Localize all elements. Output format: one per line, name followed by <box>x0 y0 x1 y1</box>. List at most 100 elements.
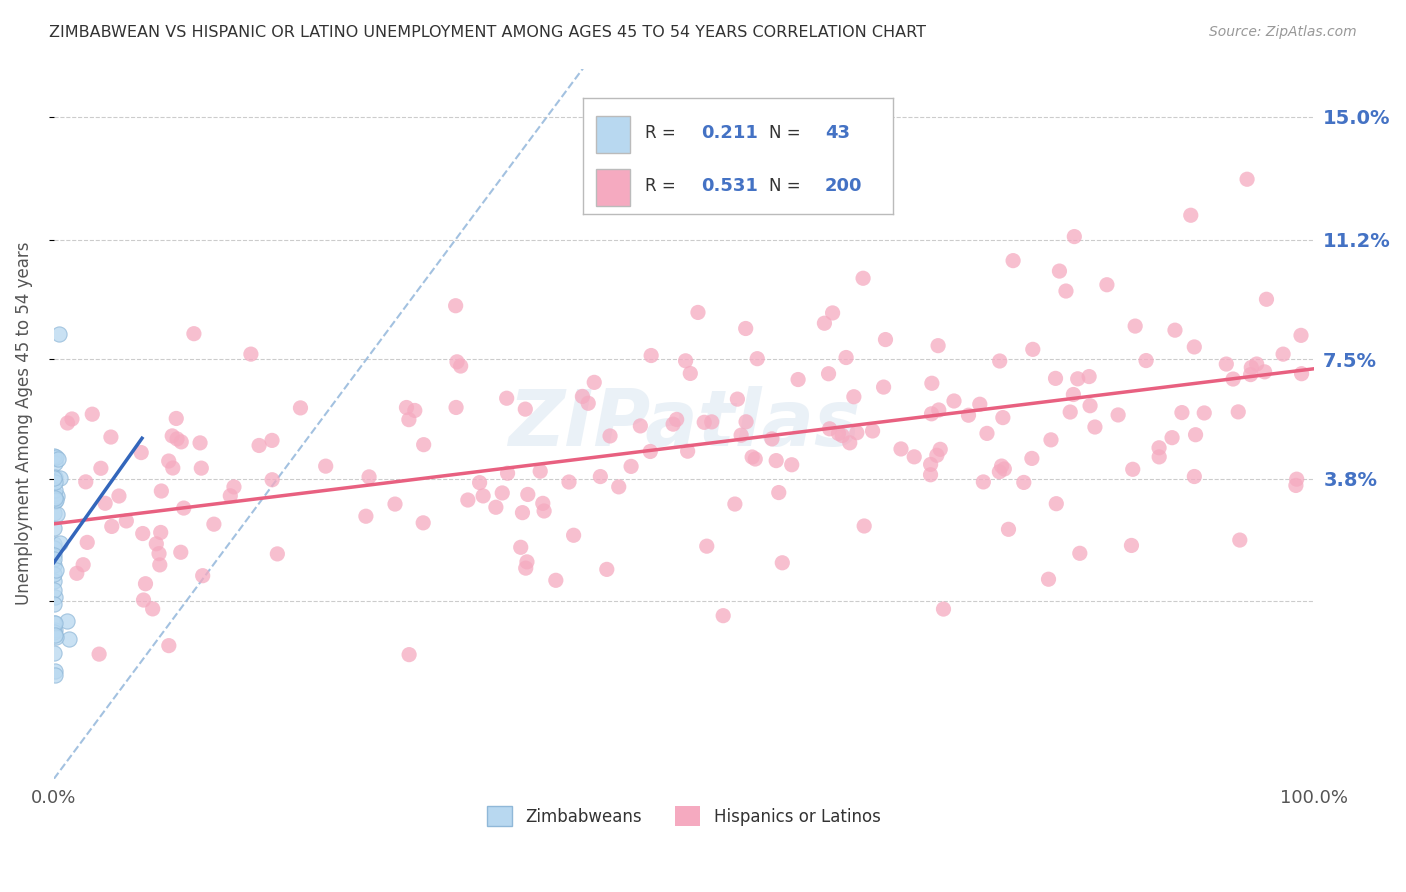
Point <box>134 576 156 591</box>
Point <box>827 426 849 441</box>
Point <box>1135 353 1157 368</box>
Point <box>260 434 283 448</box>
Point <box>862 424 884 438</box>
Point <box>190 461 212 475</box>
Point <box>42 548 65 562</box>
Point <box>115 514 138 528</box>
Point <box>42 541 65 556</box>
Point <box>679 367 702 381</box>
Point <box>928 403 950 417</box>
Point <box>496 467 519 481</box>
Point <box>1059 405 1081 419</box>
Point <box>562 528 585 542</box>
Point <box>44 470 66 484</box>
Point <box>929 442 952 457</box>
Point <box>44 664 66 678</box>
Point <box>921 407 943 421</box>
Point <box>46 452 69 467</box>
Point <box>48 471 70 485</box>
Point <box>531 496 554 510</box>
Point <box>1084 420 1107 434</box>
Text: N =: N = <box>769 124 806 142</box>
Point <box>1182 340 1205 354</box>
Point <box>1171 406 1194 420</box>
Point <box>921 376 943 391</box>
Point <box>1240 360 1263 375</box>
Point <box>76 535 98 549</box>
Text: 200: 200 <box>825 178 862 195</box>
Point <box>150 483 173 498</box>
Point <box>42 521 65 535</box>
Point <box>969 397 991 411</box>
Point <box>724 497 747 511</box>
Point <box>516 487 538 501</box>
Point <box>1182 469 1205 483</box>
Text: ZIPatlas: ZIPatlas <box>508 385 860 462</box>
Point <box>890 442 912 456</box>
Point <box>607 480 630 494</box>
FancyBboxPatch shape <box>596 169 630 206</box>
Point <box>44 456 66 470</box>
Point <box>395 401 418 415</box>
Point <box>398 648 420 662</box>
Point <box>412 438 434 452</box>
Point <box>1107 408 1129 422</box>
Point <box>761 432 783 446</box>
Point <box>1272 347 1295 361</box>
Text: 0.531: 0.531 <box>702 178 758 195</box>
Point <box>44 491 66 505</box>
Point <box>852 271 875 285</box>
Point <box>166 432 188 446</box>
Point <box>675 353 697 368</box>
Point <box>509 541 531 555</box>
Text: 0.211: 0.211 <box>702 124 758 142</box>
Point <box>903 450 925 464</box>
Point <box>44 628 66 642</box>
Point <box>468 475 491 490</box>
Point <box>72 558 94 572</box>
Point <box>1256 293 1278 307</box>
Point <box>813 316 835 330</box>
Point <box>173 501 195 516</box>
Point <box>44 574 66 588</box>
Point <box>44 624 66 638</box>
FancyBboxPatch shape <box>596 116 630 153</box>
Point <box>821 306 844 320</box>
Point <box>1161 431 1184 445</box>
Point <box>1246 357 1268 371</box>
Point <box>1039 433 1062 447</box>
Point <box>943 394 966 409</box>
Point <box>831 428 853 442</box>
Point <box>55 615 77 629</box>
Point <box>60 412 83 426</box>
Point <box>44 483 66 498</box>
Point <box>853 519 876 533</box>
Point <box>75 475 97 489</box>
Point <box>1285 472 1308 486</box>
Point <box>82 407 104 421</box>
Point <box>665 412 688 426</box>
Point <box>747 351 769 366</box>
Point <box>44 494 66 508</box>
Point <box>45 450 67 464</box>
Point <box>662 417 685 431</box>
Point <box>1062 387 1084 401</box>
Point <box>700 415 723 429</box>
Point <box>529 464 551 478</box>
Point <box>90 461 112 475</box>
Point <box>1291 367 1313 381</box>
Point <box>993 462 1015 476</box>
Point <box>925 448 948 462</box>
Point <box>1078 399 1101 413</box>
Point <box>266 547 288 561</box>
Text: R =: R = <box>645 178 682 195</box>
Point <box>66 566 89 581</box>
Point <box>357 470 380 484</box>
Point <box>149 558 172 572</box>
Point <box>638 444 661 458</box>
Point <box>1045 371 1067 385</box>
Point <box>219 489 242 503</box>
Point <box>183 326 205 341</box>
Point <box>544 574 567 588</box>
Point <box>1078 369 1101 384</box>
